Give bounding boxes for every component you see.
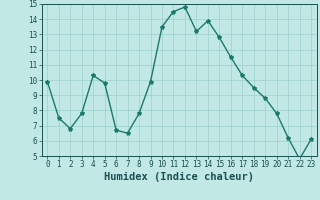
X-axis label: Humidex (Indice chaleur): Humidex (Indice chaleur): [104, 172, 254, 182]
